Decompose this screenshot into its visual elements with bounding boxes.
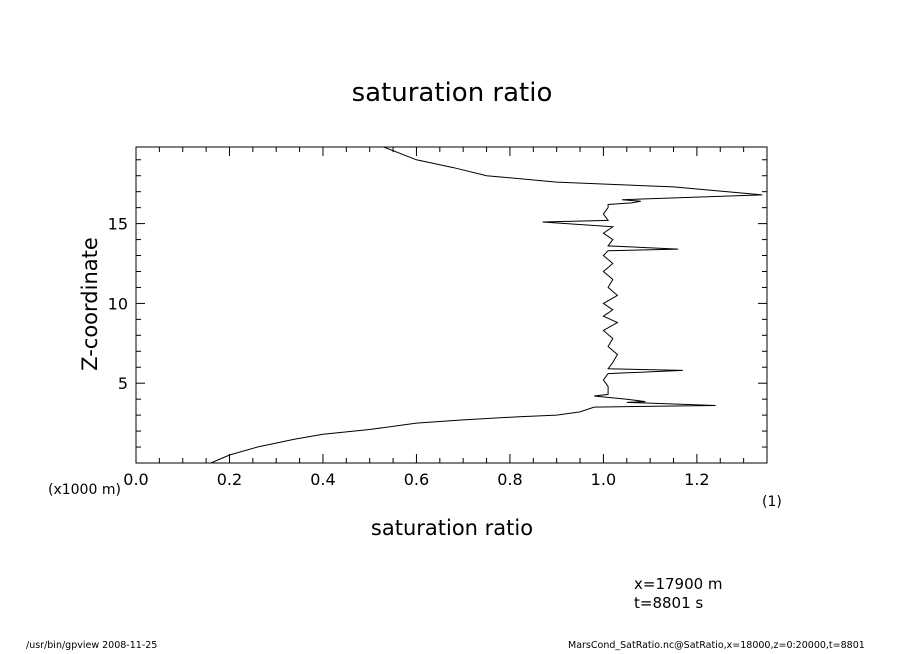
y-axis-unit: (x1000 m): [48, 482, 121, 498]
x-tick-label: 0.4: [310, 470, 335, 489]
x-tick-label: 0.6: [404, 470, 429, 489]
y-tick-label: 10: [108, 294, 128, 313]
y-axis-label: Z-coordinate: [78, 237, 102, 371]
x-tick-label: 0.2: [217, 470, 242, 489]
x-axis-unit: (1): [762, 494, 782, 510]
x-tick-label: 1.0: [591, 470, 616, 489]
chart-title: saturation ratio: [351, 78, 553, 108]
y-tick-label: 5: [118, 374, 128, 393]
time-info: t=8801 s: [634, 594, 704, 612]
x-axis-label: saturation ratio: [370, 516, 534, 540]
tick-labels: 0.0 0.2 0.4 0.6 0.8 1.0 1.2 5 10 15: [108, 215, 710, 489]
x-position-info: x=17900 m: [634, 575, 723, 593]
axis-ticks: [135, 147, 768, 463]
x-tick-label: 0.8: [497, 470, 522, 489]
plot-frame: [135, 146, 768, 464]
footer-source: MarsCond_SatRatio.nc@SatRatio,x=18000,z=…: [568, 640, 865, 651]
footer-command: /usr/bin/gpview 2008-11-25: [26, 640, 158, 651]
series-line: [210, 146, 763, 464]
x-tick-label: 0.0: [123, 470, 148, 489]
y-tick-label: 15: [108, 215, 128, 234]
x-tick-label: 1.2: [684, 470, 709, 489]
